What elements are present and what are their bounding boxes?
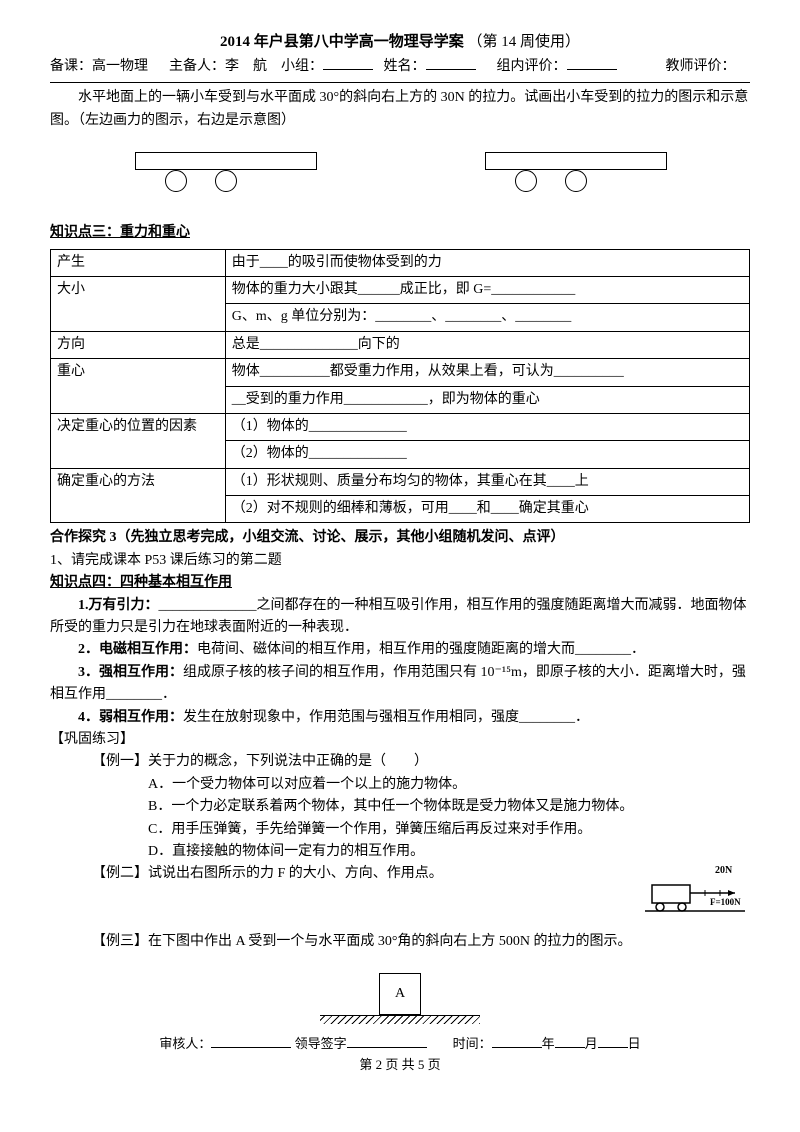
leader-label: 领导签字: [295, 1036, 347, 1051]
table-row: 决定重心的位置的因素 （1）物体的______________: [51, 413, 750, 440]
cell-label: 重心: [51, 359, 226, 414]
name-label: 姓名：: [384, 59, 426, 74]
wheel-icon: [215, 170, 237, 192]
cell-label: 大小: [51, 276, 226, 331]
cell-content: 总是______________向下的: [225, 331, 749, 358]
teacher-eval-label: 教师评价：: [666, 59, 736, 74]
practice-title: 【巩固练习】: [50, 729, 750, 751]
preparer-label: 主备人：李 航: [169, 59, 267, 74]
wheel-icon: [515, 170, 537, 192]
ex2-figure: 20N F=100N: [640, 863, 750, 926]
cell-content: 物体__________都受重力作用，从效果上看，可认为__________: [225, 359, 749, 386]
wheel-icon: [165, 170, 187, 192]
reviewer-blank[interactable]: [211, 1047, 291, 1048]
group-label: 小组：: [281, 59, 323, 74]
table-row: 产生 由于____的吸引而使物体受到的力: [51, 249, 750, 276]
ex2-right-label: F=100N: [710, 897, 741, 907]
week-usage: （第 14 周使用）: [468, 34, 581, 50]
leader-blank[interactable]: [347, 1047, 427, 1048]
kp4-title: 知识点四：四种基本相互作用: [50, 572, 750, 594]
ex1-option-b: B．一个力必定联系着两个物体，其中任一个物体既是受力物体又是施力物体。: [148, 796, 750, 818]
cell-label: 方向: [51, 331, 226, 358]
kp4-item4-label: 4．弱相互作用：: [78, 710, 183, 725]
group-eval-label: 组内评价：: [497, 59, 567, 74]
table-row: 确定重心的方法 （1）形状规则、质量分布均匀的物体，其重心在其____上: [51, 468, 750, 495]
course-label: 备课：高一物理: [50, 59, 148, 74]
page-number: 第 2 页 共 5 页: [50, 1055, 750, 1076]
cart-body-icon: [485, 152, 667, 170]
cell-content: （2）对不规则的细棒和薄板，可用____和____确定其重心: [225, 496, 749, 523]
kp4-item2-text: 电荷间、磁体间的相互作用，相互作用的强度随距离的增大而________．: [197, 642, 645, 657]
doc-title: 2014 年户县第八中学高一物理导学案: [220, 34, 464, 50]
kp4-item3: 3．强相互作用：组成原子核的核子间的相互作用，作用范围只有 10⁻¹⁵m，即原子…: [50, 662, 750, 707]
month-label: 月: [585, 1036, 598, 1051]
ex1-label: 【例一】: [92, 754, 148, 769]
year-blank[interactable]: [492, 1047, 542, 1048]
cell-label: 决定重心的位置的因素: [51, 413, 226, 468]
kp4-item4-text: 发生在放射现象中，作用范围与强相互作用相同，强度________．: [183, 710, 589, 725]
time-label: 时间：: [453, 1036, 492, 1051]
example1: 【例一】关于力的概念，下列说法中正确的是（ ） A．一个受力物体可以对应着一个以…: [50, 751, 750, 863]
day-blank[interactable]: [598, 1047, 628, 1048]
force-diagram-icon: 20N F=100N: [640, 863, 750, 918]
cart-body-icon: [135, 152, 317, 170]
kp4-item2: 2．电磁相互作用：电荷间、磁体间的相互作用，相互作用的强度随距离的增大而____…: [50, 639, 750, 661]
block-a-icon: A: [379, 973, 421, 1015]
kp4-item2-label: 2．电磁相互作用：: [78, 642, 197, 657]
ground-icon: [320, 1015, 480, 1024]
cell-content: G、m、g 单位分别为：________、________、________: [225, 304, 749, 331]
wheel-icon: [565, 170, 587, 192]
cell-content: 由于____的吸引而使物体受到的力: [225, 249, 749, 276]
kp4-item1-label: 1.万有引力：: [78, 598, 159, 613]
cart-right: [485, 152, 665, 192]
ex3-figure: A: [50, 973, 750, 1024]
ex3-text: 在下图中作出 A 受到一个与水平面成 30°角的斜向右上方 500N 的拉力的图…: [148, 934, 632, 949]
year-label: 年: [542, 1036, 555, 1051]
footer: 审核人： 领导签字 时间： 年 月 日: [50, 1034, 750, 1055]
kp3-title: 知识点三：重力和重心: [50, 222, 750, 244]
ex1-option-c: C．用手压弹簧，手先给弹簧一个作用，弹簧压缩后再反过来对手作用。: [148, 819, 750, 841]
group-blank[interactable]: [323, 69, 373, 70]
kp4-item3-label: 3．强相互作用：: [78, 665, 183, 680]
example3: 【例三】在下图中作出 A 受到一个与水平面成 30°角的斜向右上方 500N 的…: [50, 931, 750, 953]
kp4-item4: 4．弱相互作用：发生在放射现象中，作用范围与强相互作用相同，强度________…: [50, 707, 750, 729]
name-blank[interactable]: [426, 69, 476, 70]
group-eval-blank[interactable]: [567, 69, 617, 70]
ex1-option-a: A．一个受力物体可以对应着一个以上的施力物体。: [148, 774, 750, 796]
table-row: 重心 物体__________都受重力作用，从效果上看，可认为_________…: [51, 359, 750, 386]
cell-label: 产生: [51, 249, 226, 276]
cell-content: （2）物体的______________: [225, 441, 749, 468]
cart-left: [135, 152, 315, 192]
ex1-option-d: D．直接接触的物体间一定有力的相互作用。: [148, 841, 750, 863]
reviewer-label: 审核人：: [159, 1036, 211, 1051]
cell-content: 物体的重力大小跟其______成正比，即 G=____________: [225, 276, 749, 303]
kp3-table: 产生 由于____的吸引而使物体受到的力 大小 物体的重力大小跟其______成…: [50, 249, 750, 524]
kp4-item1: 1.万有引力：______________之间都存在的一种相互吸引作用，相互作用…: [50, 595, 750, 640]
month-blank[interactable]: [555, 1047, 585, 1048]
header: 2014 年户县第八中学高一物理导学案 （第 14 周使用） 备课：高一物理 主…: [50, 30, 750, 78]
ex3-label: 【例三】: [92, 934, 148, 949]
cell-content: __受到的重力作用____________，即为物体的重心: [225, 386, 749, 413]
day-label: 日: [628, 1036, 641, 1051]
ex2-top-label: 20N: [715, 865, 733, 876]
cell-content: （1）物体的______________: [225, 413, 749, 440]
table-row: 方向 总是______________向下的: [51, 331, 750, 358]
coop3-line2: 1、请完成课本 P53 课后练习的第二题: [50, 550, 750, 572]
header-divider: [50, 82, 750, 83]
coop3-line1: 合作探究 3（先独立思考完成，小组交流、讨论、展示，其他小组随机发问、点评）: [50, 527, 750, 549]
example2: 20N F=100N 【例二】试说出右图所示的力 F 的大小、方向、作用点。: [50, 863, 750, 930]
cell-content: （1）形状规则、质量分布均匀的物体，其重心在其____上: [225, 468, 749, 495]
ex2-text: 试说出右图所示的力 F 的大小、方向、作用点。: [148, 866, 443, 881]
cell-label: 确定重心的方法: [51, 468, 226, 523]
coop3-label: 合作探究 3（先独立思考完成，小组交流、讨论、展示，其他小组随机发问、点评）: [50, 530, 565, 545]
problem1-text: 水平地面上的一辆小车受到与水平面成 30°的斜向右上方的 30N 的拉力。试画出…: [50, 87, 750, 132]
cart-diagrams: [50, 152, 750, 192]
ex1-stem: 关于力的概念，下列说法中正确的是（ ）: [148, 754, 428, 769]
ex2-label: 【例二】: [92, 866, 148, 881]
table-row: 大小 物体的重力大小跟其______成正比，即 G=____________: [51, 276, 750, 303]
